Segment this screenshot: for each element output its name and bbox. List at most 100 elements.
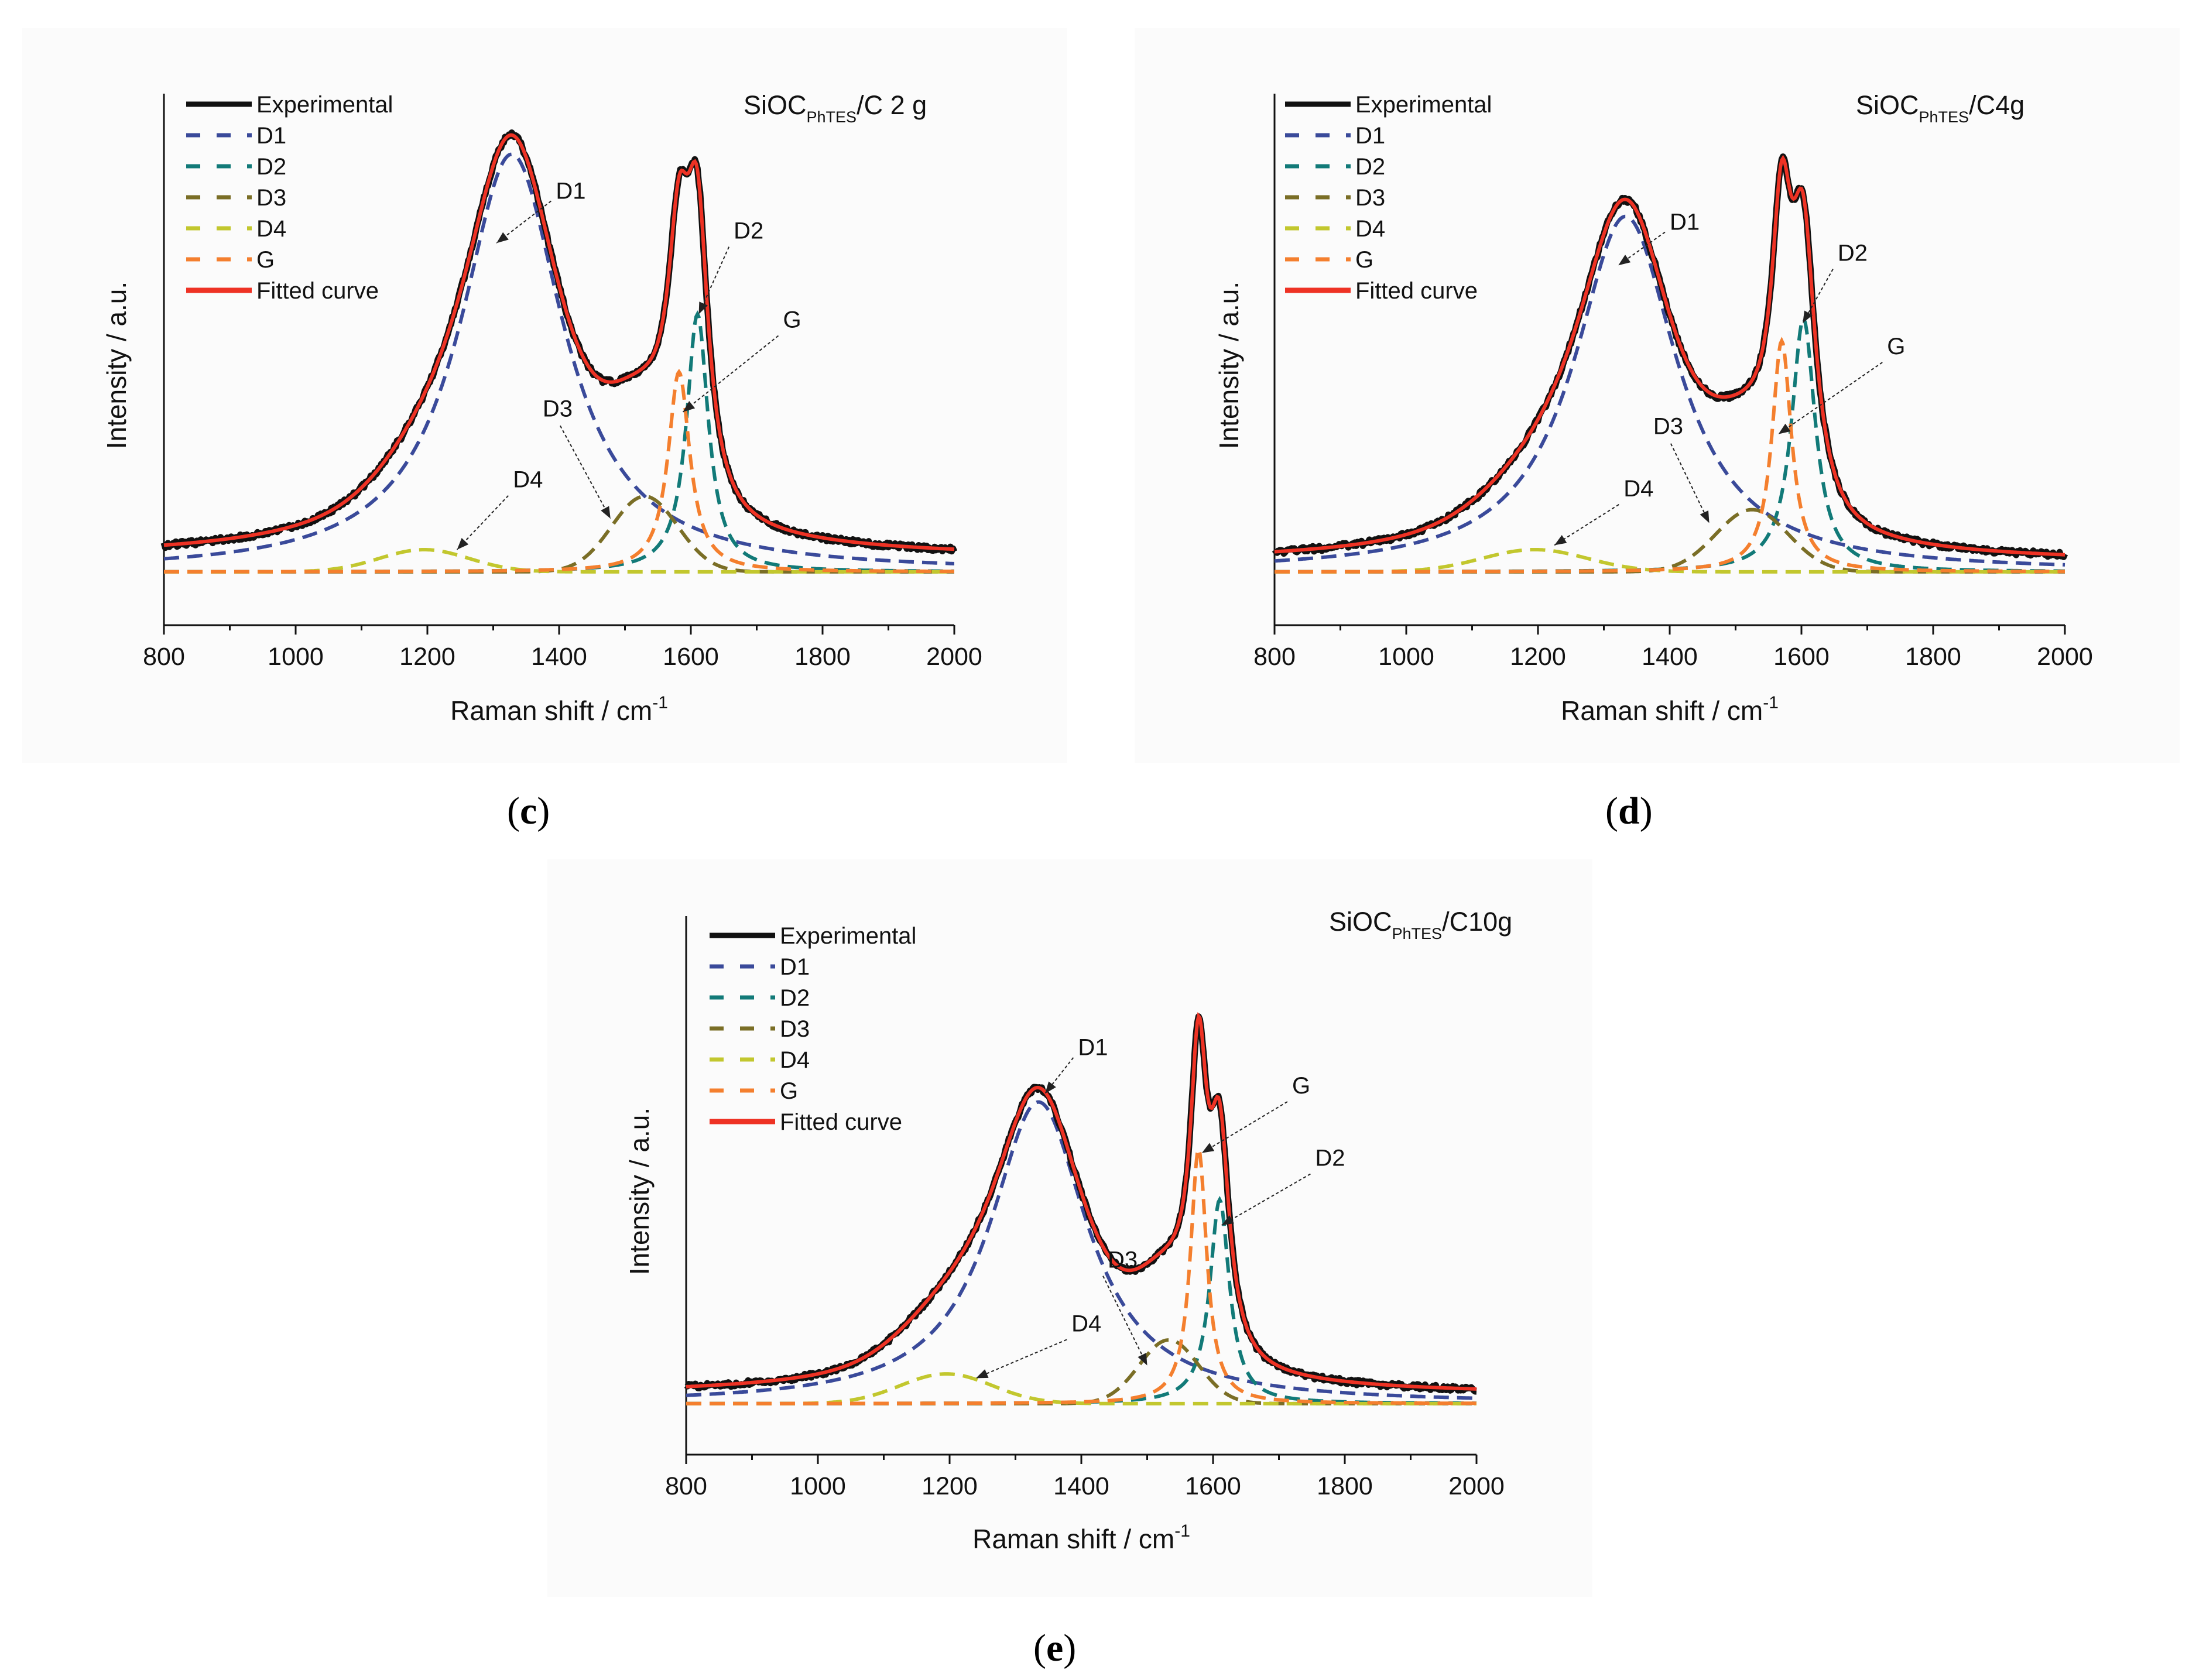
x-tick-label: 1000 [790, 1472, 846, 1500]
annotation-leader-d2 [698, 246, 730, 315]
annotation-arrowhead-g [1778, 423, 1791, 434]
legend-label-fitted-curve: Fitted curve [256, 278, 379, 304]
legend-label-d1: D1 [1355, 123, 1385, 149]
x-axis-title: Raman shift / cm-1 [450, 693, 668, 726]
annotation-leader-g [1201, 1101, 1288, 1154]
fitted-curve [686, 1012, 1477, 1391]
x-tick-label: 1400 [1642, 643, 1698, 671]
x-tick-label: 2000 [2037, 643, 2093, 671]
x-axis-title: Raman shift / cm-1 [1561, 693, 1779, 726]
x-tick-label: 2000 [926, 643, 982, 671]
annotation-arrowhead-d3 [601, 506, 611, 519]
x-tick-label: 1800 [1317, 1472, 1373, 1500]
sample-title: SiOCPhTES/C4g [1856, 90, 2024, 126]
raman-chart-d: 800 1000 1200 1400 1600 1800 2000 Raman shift /… [1214, 90, 2093, 726]
component-curve-g [164, 368, 954, 574]
caption-d: (d) [1605, 790, 1653, 832]
annotation-label-d3: D3 [1108, 1247, 1138, 1273]
x-tick-label: 1600 [1773, 643, 1830, 671]
legend-label-g: G [780, 1078, 798, 1104]
annotation-label-d1: D1 [1670, 210, 1700, 235]
annotation-leader-d3 [1670, 443, 1710, 523]
legend-label-d1: D1 [780, 954, 810, 980]
x-tick-label: 2000 [1448, 1472, 1505, 1500]
legend-label-d1: D1 [256, 123, 286, 149]
annotation-leader-d4 [456, 495, 509, 550]
component-curve-d1 [1274, 214, 2065, 567]
x-tick-label: 1000 [1378, 643, 1434, 671]
annotation-arrowhead-d2 [698, 301, 708, 314]
annotation-label-d1: D1 [556, 178, 585, 204]
panel-c-background [22, 28, 1067, 763]
x-axis-title: Raman shift / cm-1 [972, 1521, 1190, 1554]
legend-label-d4: D4 [780, 1047, 810, 1073]
component-curve-g [686, 1142, 1477, 1405]
legend-label-d3: D3 [780, 1016, 810, 1042]
annotation-label-d4: D4 [1071, 1311, 1101, 1337]
component-curve-d1 [163, 152, 954, 565]
annotation-arrowhead-d4 [976, 1369, 989, 1379]
x-tick-label: 1600 [663, 643, 719, 671]
legend-label-d4: D4 [256, 216, 286, 242]
annotation-label-g: G [1887, 334, 1905, 359]
x-tick-label: 1200 [1510, 643, 1566, 671]
legend-label-experimental: Experimental [256, 92, 393, 118]
x-tick-label: 1800 [1905, 643, 1961, 671]
caption-c: (c) [507, 790, 550, 832]
x-tick-label: 1200 [399, 643, 455, 671]
annotation-arrowhead-d3 [1700, 510, 1710, 523]
legend-label-g: G [256, 247, 275, 273]
legend-label-experimental: Experimental [1355, 92, 1492, 118]
annotation-arrowhead-d1 [1618, 255, 1631, 266]
y-axis-title: Intensity / a.u. [624, 1108, 655, 1275]
annotation-arrowhead-d1 [1045, 1081, 1056, 1094]
annotation-label-d2: D2 [734, 218, 763, 244]
caption-e: (e) [1033, 1627, 1077, 1669]
annotation-leader-d4 [975, 1339, 1067, 1379]
legend-label-d3: D3 [1355, 185, 1385, 211]
raman-chart-c: 800 1000 1200 1400 1600 1800 2000 Raman shift /… [101, 90, 982, 726]
fitted-curve [163, 133, 955, 551]
annotation-arrowhead-d2 [1803, 310, 1813, 323]
annotation-arrowhead-d4 [457, 537, 469, 550]
legend-label-d2: D2 [780, 985, 810, 1011]
annotation-leader-g [682, 335, 779, 413]
legend-label-d4: D4 [1355, 216, 1385, 242]
x-tick-label: 800 [1253, 643, 1296, 671]
caption-d-letter: d [1618, 790, 1640, 832]
y-axis-title: Intensity / a.u. [101, 282, 132, 449]
x-tick-label: 800 [143, 643, 185, 671]
annotation-leader-d1 [496, 200, 551, 244]
legend-label-d2: D2 [256, 154, 286, 180]
annotation-label-d4: D4 [1623, 476, 1653, 502]
annotation-arrowhead-d4 [1554, 534, 1567, 546]
annotation-arrowhead-d3 [1138, 1353, 1147, 1366]
fitted-curve [1274, 155, 2065, 557]
x-tick-label: 1400 [531, 643, 587, 671]
legend-label-experimental: Experimental [780, 923, 916, 949]
annotation-label-g: G [783, 307, 801, 332]
panel-e-background [547, 859, 1592, 1597]
legend-label-d2: D2 [1355, 154, 1385, 180]
caption-c-letter: c [519, 790, 537, 832]
y-axis-title: Intensity / a.u. [1214, 282, 1244, 449]
sample-title: SiOCPhTES/C10g [1329, 907, 1512, 942]
annotation-leader-d4 [1554, 504, 1619, 546]
annotation-label-d2: D2 [1315, 1145, 1345, 1171]
annotation-leader-d3 [1102, 1276, 1148, 1366]
annotation-arrowhead-d2 [1221, 1215, 1234, 1226]
x-tick-label: 1400 [1053, 1472, 1109, 1500]
component-curve-g [1275, 337, 2065, 574]
panel-d-background [1135, 28, 2180, 763]
x-tick-label: 1800 [794, 643, 851, 671]
annotation-arrowhead-d1 [496, 232, 509, 244]
annotation-leader-d3 [559, 425, 611, 519]
sample-title: SiOCPhTES/C 2 g [744, 90, 927, 126]
annotation-label-d4: D4 [513, 467, 543, 493]
x-tick-label: 1000 [268, 643, 324, 671]
annotation-label-d2: D2 [1838, 241, 1868, 266]
x-tick-label: 800 [665, 1472, 707, 1500]
legend-label-g: G [1355, 247, 1373, 273]
annotation-label-d3: D3 [543, 396, 573, 421]
caption-e-letter: e [1046, 1627, 1064, 1669]
